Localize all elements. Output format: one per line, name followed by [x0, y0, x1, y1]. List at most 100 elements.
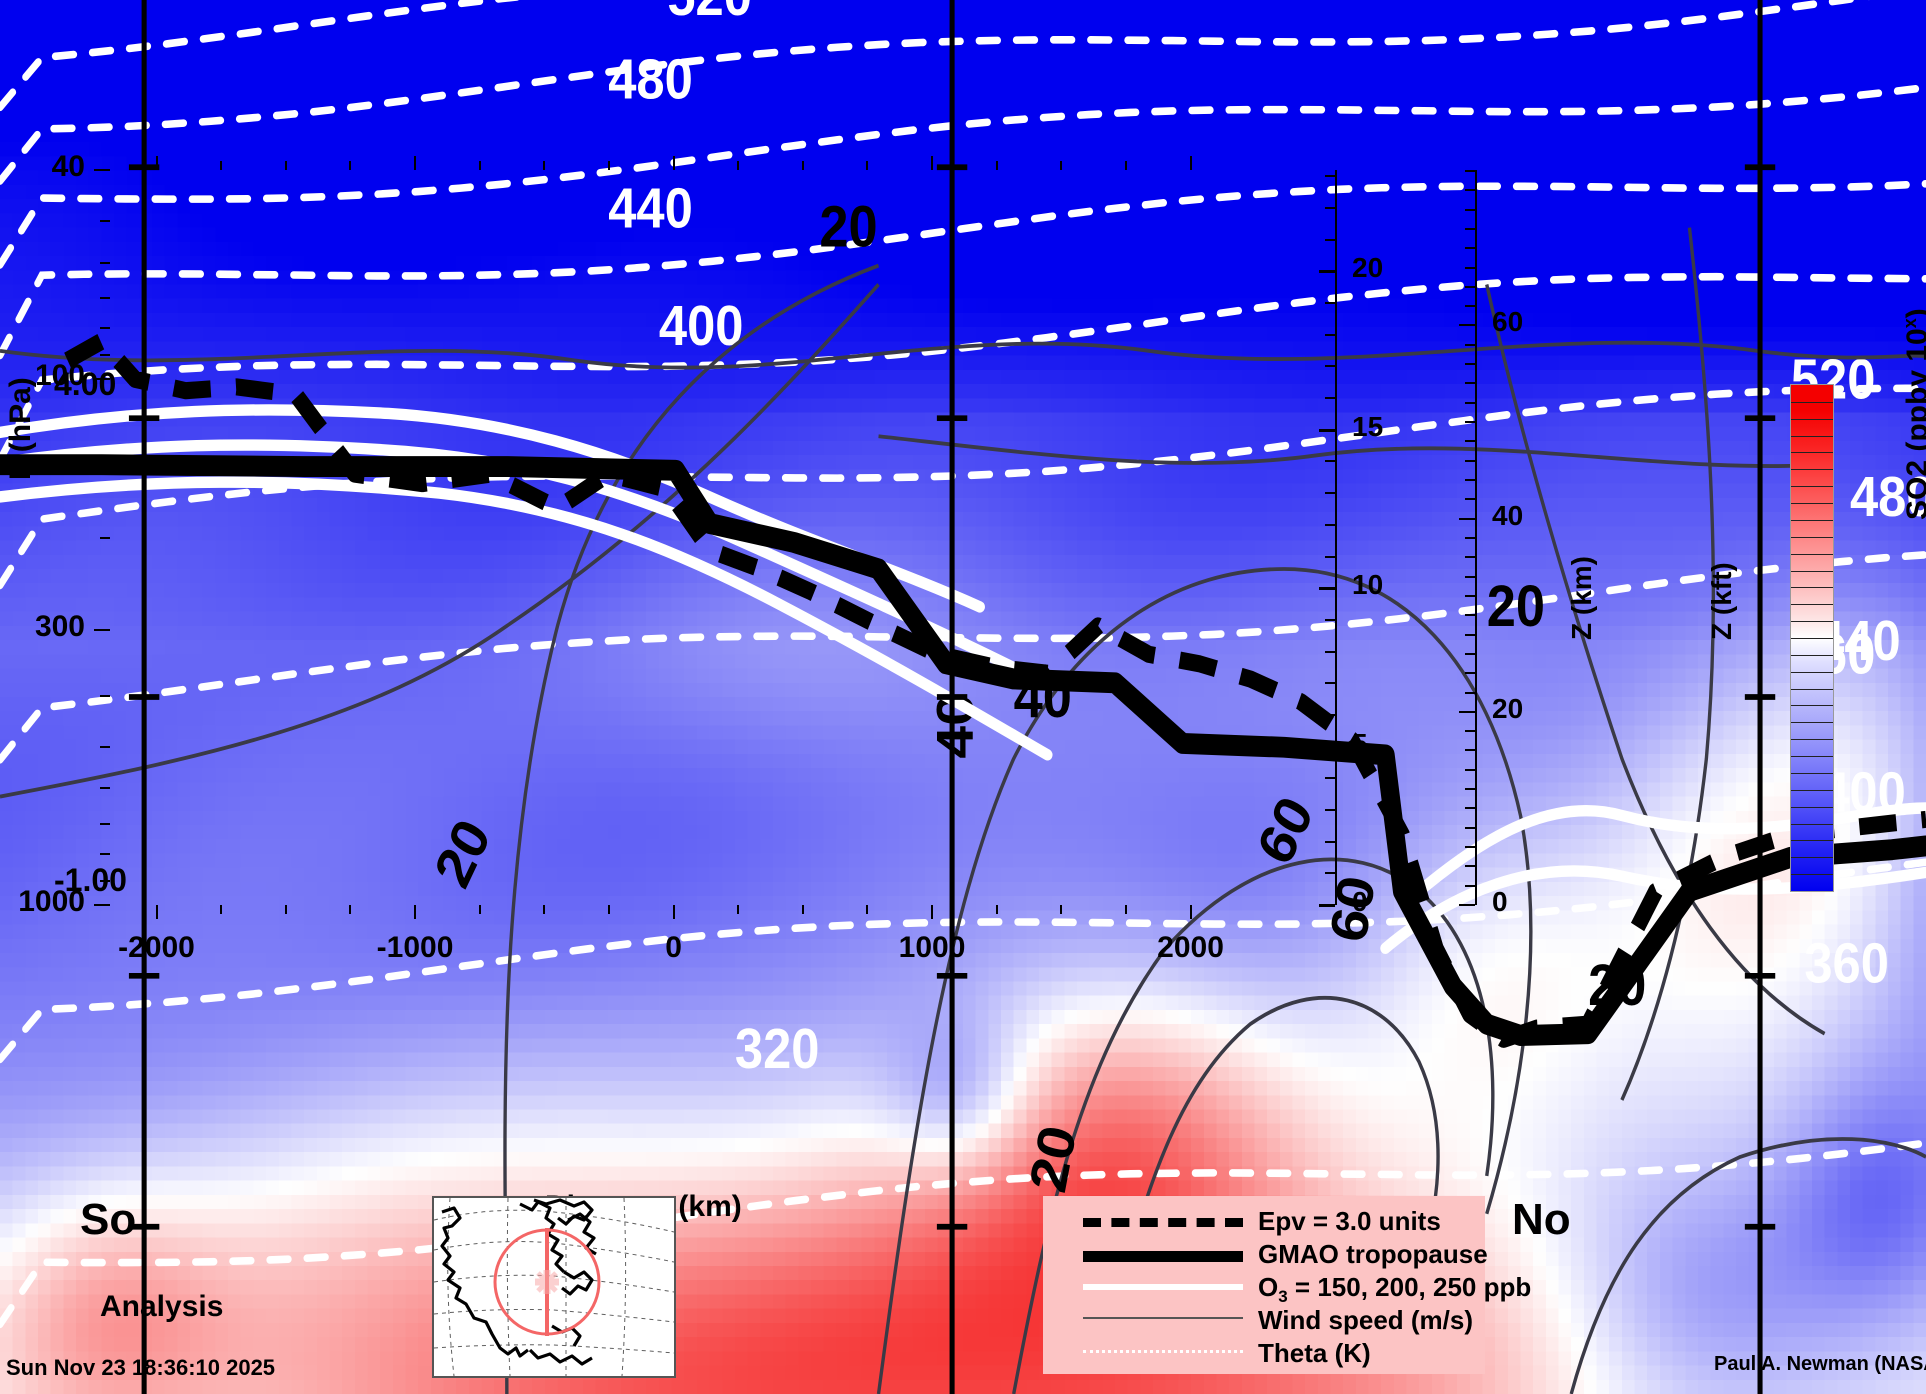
colorbar-tick [1791, 621, 1833, 623]
colorbar-tick [1791, 536, 1833, 538]
theta-contour-label: 400 [659, 294, 744, 357]
x-tick-minor-top [801, 161, 804, 170]
colorbar-tick [1791, 486, 1833, 488]
z-kft-tick-major [1459, 710, 1475, 713]
x-tick-label: -2000 [118, 931, 195, 964]
inset-locator-map[interactable] [432, 1196, 676, 1378]
z-km-axis-line [1335, 170, 1337, 905]
colorbar-tick [1791, 739, 1833, 741]
z-kft-tick-major [1459, 517, 1475, 520]
colorbar-tick [1791, 435, 1833, 437]
z-kft-tick-minor [1465, 846, 1475, 849]
z-kft-tick-minor [1465, 633, 1475, 636]
z-km-tick-minor [1325, 713, 1335, 716]
x-tick-minor-top [1124, 161, 1127, 170]
colorbar-tick [1791, 587, 1833, 589]
analysis-label: Analysis [100, 1290, 224, 1323]
z-km-tick-minor [1325, 523, 1335, 526]
legend-item[interactable]: Wind speed (m/s) [1043, 1303, 1485, 1338]
legend-item[interactable]: Theta (K) [1043, 1336, 1485, 1371]
colorbar-tick [1791, 418, 1833, 420]
inset-map-graphic [434, 1198, 674, 1376]
colorbar-min-label: -1.00 [54, 862, 127, 898]
x-tick-minor-top [866, 161, 869, 170]
legend-line-glyph [1083, 1284, 1243, 1290]
z-kft-tick-minor [1465, 594, 1475, 597]
x-tick-minor-top [349, 161, 352, 170]
z-km-tick-major [1319, 587, 1335, 591]
z-km-tick-minor [1325, 872, 1335, 875]
z-kft-tick-minor [1465, 865, 1475, 868]
colorbar-tick [1791, 840, 1833, 842]
z-km-tick-label: 20 [1352, 252, 1384, 284]
z-kft-tick-minor [1465, 189, 1475, 192]
colorbar-tick [1791, 503, 1833, 505]
z-km-tick-minor [1325, 238, 1335, 241]
z-km-tick-label: 15 [1352, 410, 1384, 442]
y-tick-minor [100, 745, 110, 748]
theta-contour [0, 83, 1926, 269]
z-kft-tick-minor [1465, 672, 1475, 675]
wind-speed-contour [878, 434, 1825, 468]
legend-line-sample [1083, 1336, 1243, 1371]
y-tick-label-pressure: 1000 [18, 885, 85, 918]
inset-center-star [535, 1270, 559, 1294]
z-kft-tick-minor [1465, 788, 1475, 791]
colorbar-max-label: 4.00 [54, 366, 117, 402]
x-tick-label: 0 [665, 931, 682, 964]
x-tick-minor [349, 905, 352, 914]
z-kft-tick-minor [1465, 421, 1475, 424]
z-km-tick-minor [1325, 777, 1335, 780]
legend-item[interactable]: O3 = 150, 200, 250 ppb [1043, 1270, 1531, 1306]
z-km-tick-minor [1325, 333, 1335, 336]
legend-line-glyph [1083, 1218, 1243, 1227]
colorbar-tick [1791, 756, 1833, 758]
x-tick-minor-top [737, 161, 740, 170]
z-kft-tick-minor [1465, 266, 1475, 269]
legend-item-label: Wind speed (m/s) [1258, 1305, 1474, 1335]
z-km-tick-minor [1325, 682, 1335, 685]
colorbar-title: SO2 (ppbv 10x) [1900, 308, 1926, 520]
z-kft-tick-label: 60 [1492, 306, 1524, 338]
z-kft-tick-minor [1465, 749, 1475, 752]
legend-item-label: Theta (K) [1258, 1338, 1371, 1368]
colorbar-tick [1791, 688, 1833, 690]
x-tick-minor [284, 905, 287, 914]
colorbar[interactable] [1790, 384, 1834, 892]
x-tick-minor-top [995, 161, 998, 170]
legend-box[interactable]: Epv = 3.0 units GMAO tropopause O3 = 150, … [1043, 1196, 1531, 1374]
colorbar-tick [1791, 722, 1833, 724]
x-tick-major [1189, 905, 1192, 919]
legend-line-sample [1083, 1270, 1243, 1305]
legend-item[interactable]: Epv = 3.0 units [1043, 1204, 1485, 1239]
legend-line-glyph [1083, 1350, 1243, 1353]
legend-item-label: O3 = 150, 200, 250 ppb [1258, 1272, 1532, 1307]
z-km-axis-label: Z (km) [1566, 556, 1597, 640]
colorbar-tick [1791, 553, 1833, 555]
y-tick-minor [100, 261, 110, 264]
legend-line-glyph [1083, 1317, 1243, 1319]
z-kft-tick-minor [1465, 884, 1475, 887]
z-km-tick-minor [1325, 207, 1335, 210]
y-tick-minor [100, 219, 110, 222]
z-km-tick-minor [1325, 492, 1335, 495]
z-kft-tick-minor [1465, 768, 1475, 771]
z-kft-tick-minor [1465, 652, 1475, 655]
colorbar-tick [1791, 570, 1833, 572]
wind-speed-contour [0, 340, 1926, 370]
x-tick-label: 1000 [898, 931, 966, 964]
theta-contour-label: 440 [608, 177, 693, 240]
y-tick-major [94, 378, 110, 381]
theta-contour [0, 0, 1870, 185]
author-credit: Paul A. Newman (NASA [1714, 1353, 1926, 1375]
y-tick-major [94, 904, 110, 906]
wind-speed-contour [0, 283, 880, 799]
z-km-tick-minor [1325, 618, 1335, 621]
z-kft-tick-major [1459, 904, 1475, 906]
colorbar-tick [1791, 519, 1833, 521]
x-tick-major [155, 905, 158, 919]
z-km-tick-major [1319, 904, 1335, 907]
legend-item[interactable]: GMAO tropopause [1043, 1237, 1488, 1272]
